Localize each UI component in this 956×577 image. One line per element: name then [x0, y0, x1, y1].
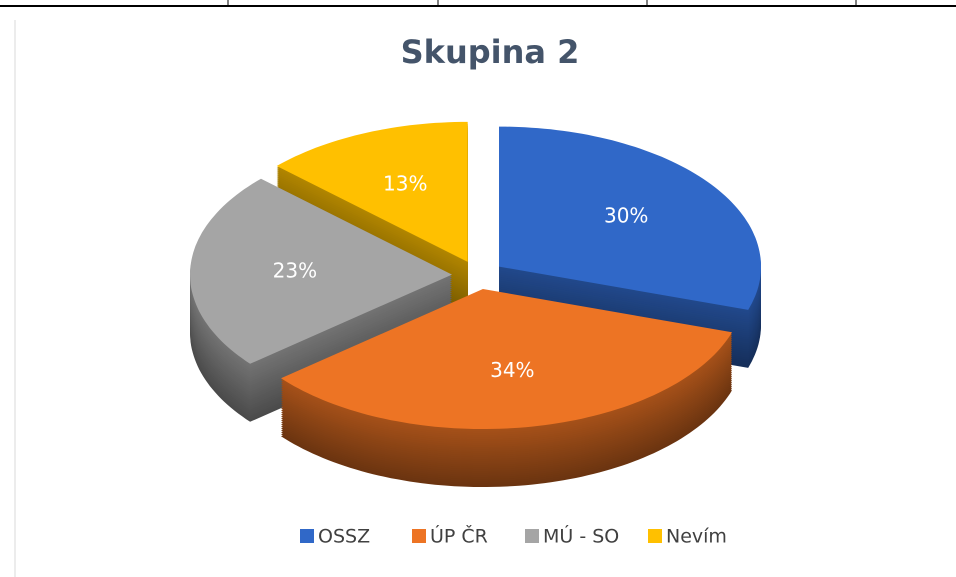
legend-label: MÚ - SO: [543, 524, 619, 548]
legend-label: Nevím: [666, 526, 727, 548]
slice: [281, 289, 732, 429]
legend-swatch: [412, 529, 426, 543]
data-label: 23%: [273, 258, 317, 282]
legend-label: OSSZ: [318, 526, 370, 548]
slice: [499, 126, 761, 310]
slice: [276, 121, 468, 262]
data-label: 34%: [490, 358, 534, 382]
slice: [190, 178, 452, 364]
data-label: 13%: [383, 171, 427, 195]
legend-swatch: [300, 529, 314, 543]
legend-label: ÚP ČR: [430, 524, 488, 548]
chart-title: Skupina 2: [401, 33, 580, 71]
data-label: 30%: [604, 204, 648, 228]
legend-swatch: [525, 529, 539, 543]
legend-swatch: [648, 529, 662, 543]
